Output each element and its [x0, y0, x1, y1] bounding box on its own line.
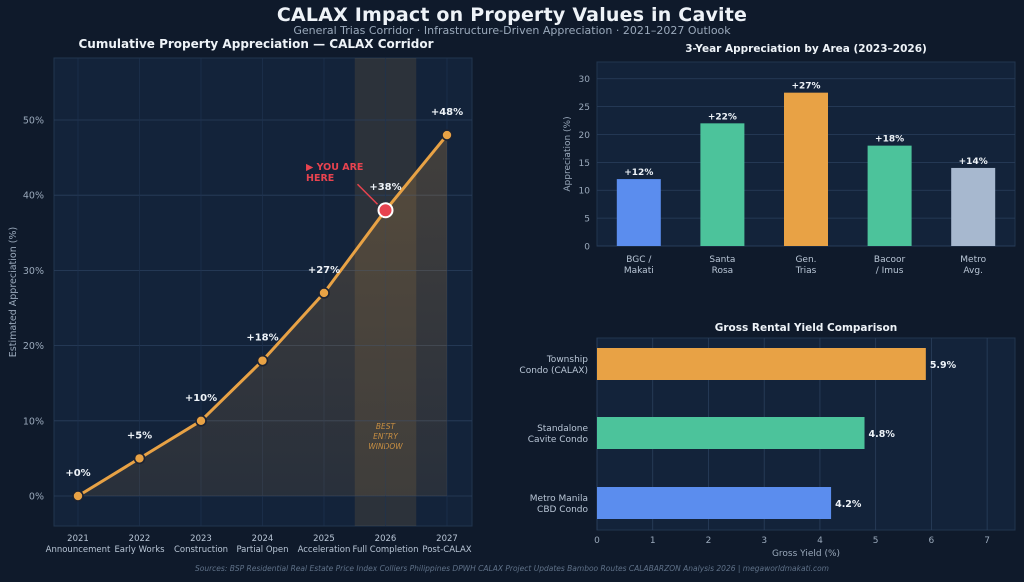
- x-tick-year: 2023: [190, 534, 212, 544]
- yield-category-label: Metro Manila: [530, 494, 588, 504]
- data-point: [318, 287, 330, 299]
- x-tick-year: 2024: [252, 534, 274, 544]
- area-bar-value-label: +18%: [875, 135, 904, 145]
- x-tick-phase: Full Completion: [353, 545, 419, 555]
- bar-y-tick-label: 5: [584, 215, 590, 225]
- x-tick-year: 2025: [313, 534, 335, 544]
- yield-bar: [597, 348, 926, 380]
- area-bar-value-label: +12%: [624, 168, 653, 178]
- area-category-label: Avg.: [963, 266, 983, 276]
- bar-y-tick-label: 10: [579, 187, 591, 197]
- area-category-label: Gen.: [795, 255, 816, 265]
- data-point: [133, 452, 146, 465]
- x-tick-year: 2027: [436, 534, 458, 544]
- x-tick-year: 2022: [129, 534, 151, 544]
- yield-x-tick-label: 2: [706, 536, 712, 546]
- x-tick-year: 2026: [375, 534, 397, 544]
- yield-bar-value-label: 4.8%: [869, 429, 896, 440]
- yield-category-label: Condo (CALAX): [519, 366, 588, 376]
- bar-y-tick-label: 0: [584, 243, 590, 253]
- area-category-label: Santa: [709, 255, 735, 265]
- data-label: +5%: [127, 430, 152, 441]
- x-tick-year: 2021: [67, 534, 89, 544]
- area-bar: [616, 179, 661, 246]
- data-label: +38%: [369, 182, 401, 193]
- x-tick-phase: Early Works: [114, 545, 165, 555]
- bar-y-tick-label: 25: [579, 103, 590, 113]
- area-bar: [951, 167, 996, 246]
- rental-yield-bar-chart: Gross Rental Yield Comparison Gross Yiel…: [519, 322, 1016, 559]
- yield-x-tick-label: 4: [817, 536, 823, 546]
- data-point: [256, 354, 269, 367]
- yield-category-label: Standalone: [537, 424, 588, 434]
- data-point: [195, 414, 207, 427]
- data-label: +27%: [308, 265, 340, 276]
- x-tick-phase: Post-CALAX: [422, 545, 471, 555]
- y-tick-label: 30%: [23, 266, 44, 277]
- x-tick-phase: Announcement: [46, 545, 111, 555]
- x-tick-phase: Acceleration: [298, 545, 351, 555]
- you-are-here-label: HERE: [306, 173, 334, 184]
- data-point: [441, 129, 453, 141]
- area-appreciation-bar-chart: 3-Year Appreciation by Area (2023–2026) …: [563, 43, 1016, 276]
- area-category-label: Rosa: [712, 266, 734, 276]
- area-bar-value-label: +14%: [959, 157, 988, 167]
- line-chart-y-axis-label: Estimated Appreciation (%): [8, 227, 19, 357]
- area-category-label: Bacoor: [874, 255, 906, 265]
- yield-x-tick-label: 7: [984, 536, 990, 546]
- area-bar-value-label: +22%: [708, 112, 737, 122]
- area-bar: [700, 123, 745, 246]
- data-label: +48%: [431, 107, 463, 118]
- yield-x-tick-label: 1: [650, 536, 656, 546]
- line-chart-title: Cumulative Property Appreciation — CALAX…: [79, 37, 434, 51]
- bar-y-tick-label: 15: [579, 159, 590, 169]
- area-category-label: Makati: [624, 266, 654, 276]
- area-bar: [867, 145, 912, 246]
- area-category-label: Trias: [795, 266, 817, 276]
- bar-y-tick-label: 20: [579, 131, 591, 141]
- area-bar: [784, 92, 828, 247]
- y-tick-label: 40%: [23, 191, 44, 202]
- bar-chart-title: 3-Year Appreciation by Area (2023–2026): [685, 43, 927, 55]
- yield-x-tick-label: 0: [594, 536, 600, 546]
- yield-x-tick-label: 6: [929, 536, 935, 546]
- yield-bar: [597, 417, 865, 449]
- sources-footer: Sources: BSP Residential Real Estate Pri…: [195, 564, 829, 573]
- yield-category-label: CBD Condo: [537, 505, 588, 515]
- data-label: +18%: [246, 333, 278, 344]
- you-are-here-point: [377, 202, 394, 219]
- page-title: CALAX Impact on Property Values in Cavit…: [276, 4, 748, 26]
- data-label: +0%: [65, 468, 90, 479]
- area-category-label: BGC /: [626, 255, 652, 265]
- y-tick-label: 10%: [23, 416, 44, 427]
- bar-y-tick-label: 30: [579, 75, 591, 85]
- yield-category-label: Cavite Condo: [528, 435, 589, 445]
- yield-category-label: Township: [546, 355, 588, 365]
- y-tick-label: 50%: [23, 116, 44, 127]
- area-category-label: / Imus: [876, 266, 904, 276]
- y-tick-label: 0%: [29, 492, 44, 503]
- yield-x-tick-label: 3: [761, 536, 767, 546]
- appreciation-line-chart: Cumulative Property Appreciation — CALAX…: [8, 37, 473, 555]
- area-category-label: Metro: [960, 255, 986, 265]
- data-label: +10%: [185, 393, 217, 404]
- you-are-here-label: ▶ YOU ARE: [306, 162, 363, 173]
- yield-chart-x-axis-label: Gross Yield (%): [772, 549, 840, 559]
- you-are-here-arrow: [356, 183, 379, 205]
- yield-bar-value-label: 4.2%: [835, 499, 862, 510]
- yield-bar: [597, 487, 832, 519]
- appreciation-area-fill: [78, 135, 447, 497]
- page-subtitle: General Trias Corridor · Infrastructure-…: [293, 24, 731, 37]
- yield-chart-title: Gross Rental Yield Comparison: [715, 322, 897, 334]
- bar-chart-y-axis-label: Appreciation (%): [563, 116, 573, 191]
- area-bar-value-label: +27%: [791, 82, 820, 92]
- x-tick-phase: Construction: [174, 545, 228, 555]
- x-tick-phase: Partial Open: [236, 545, 288, 555]
- yield-x-tick-label: 5: [873, 536, 879, 546]
- data-point: [72, 490, 84, 502]
- yield-bar-value-label: 5.9%: [930, 360, 957, 371]
- y-tick-label: 20%: [23, 341, 44, 352]
